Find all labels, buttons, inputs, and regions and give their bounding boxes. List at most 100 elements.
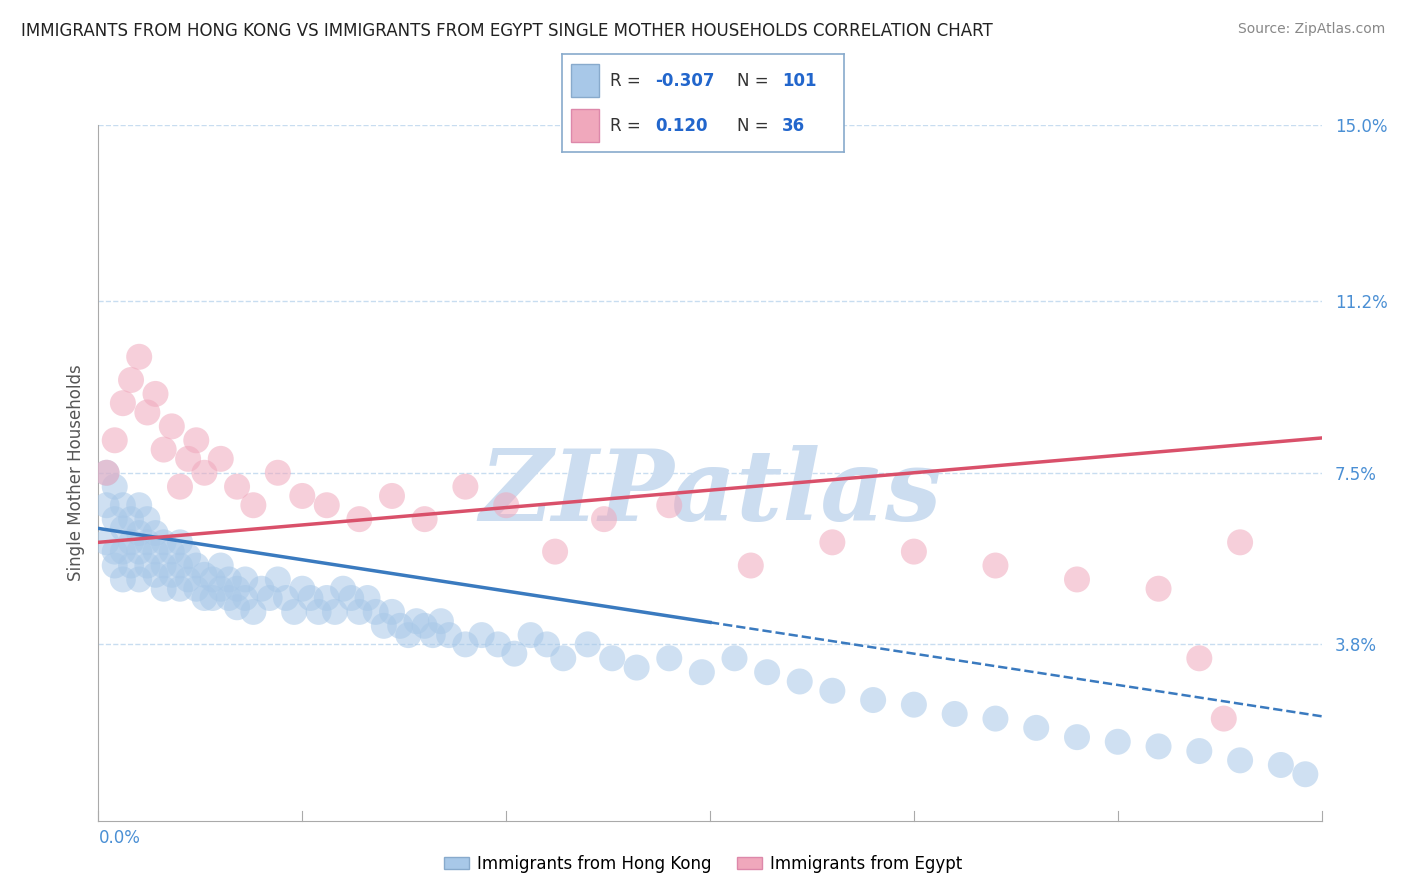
Point [740, 558, 762, 573]
Point [1107, 735, 1129, 749]
Point [789, 674, 811, 689]
Point [136, 512, 159, 526]
Text: 101: 101 [782, 71, 817, 89]
Point [104, 480, 127, 494]
Point [120, 373, 142, 387]
Point [1294, 767, 1316, 781]
Point [96, 466, 118, 480]
Point [405, 614, 427, 628]
Point [658, 498, 681, 512]
Point [723, 651, 745, 665]
Point [274, 591, 297, 605]
Point [430, 614, 453, 628]
Point [226, 480, 249, 494]
Point [169, 480, 191, 494]
Point [209, 451, 232, 466]
Point [544, 544, 567, 558]
Point [193, 466, 215, 480]
Text: R =: R = [610, 117, 647, 135]
Point [593, 512, 616, 526]
Y-axis label: Single Mother Households: Single Mother Households [66, 365, 84, 581]
Point [136, 558, 159, 573]
Point [600, 651, 623, 665]
Point [821, 683, 844, 698]
Bar [571, 64, 599, 96]
Point [1147, 739, 1170, 754]
Point [291, 582, 314, 596]
Point [209, 558, 232, 573]
Point [349, 512, 371, 526]
Point [413, 619, 436, 633]
Point [111, 498, 134, 512]
Point [145, 567, 167, 582]
Point [373, 619, 395, 633]
Point [340, 591, 363, 605]
Point [1212, 712, 1234, 726]
Text: N =: N = [737, 71, 773, 89]
Point [690, 665, 713, 680]
Point [111, 521, 134, 535]
Point [283, 605, 305, 619]
Point [160, 567, 183, 582]
Point [169, 582, 191, 596]
Point [96, 498, 118, 512]
Point [160, 419, 183, 434]
Point [903, 544, 925, 558]
Point [486, 637, 509, 651]
Point [128, 350, 150, 364]
Point [1229, 535, 1251, 549]
Point [233, 573, 256, 587]
Point [193, 591, 215, 605]
Point [145, 387, 167, 401]
Text: -0.307: -0.307 [655, 71, 714, 89]
Point [413, 512, 436, 526]
Point [1270, 758, 1292, 772]
Point [226, 600, 249, 615]
Point [186, 434, 208, 448]
Point [201, 573, 224, 587]
Point [193, 567, 215, 582]
Text: 36: 36 [782, 117, 804, 135]
Point [821, 535, 844, 549]
Point [1188, 744, 1211, 758]
Point [250, 582, 273, 596]
Point [111, 573, 134, 587]
Point [169, 558, 191, 573]
Point [381, 489, 404, 503]
Point [186, 582, 208, 596]
Point [145, 526, 167, 541]
Point [218, 591, 240, 605]
Point [201, 591, 224, 605]
Point [152, 442, 174, 457]
Point [471, 628, 494, 642]
Point [120, 535, 142, 549]
Point [1188, 651, 1211, 665]
Point [454, 637, 477, 651]
Text: Source: ZipAtlas.com: Source: ZipAtlas.com [1237, 22, 1385, 37]
Point [984, 712, 1007, 726]
Legend: Immigrants from Hong Kong, Immigrants from Egypt: Immigrants from Hong Kong, Immigrants fr… [437, 848, 969, 880]
Point [658, 651, 681, 665]
Point [1066, 730, 1088, 744]
Point [233, 591, 256, 605]
Point [111, 544, 134, 558]
Point [1147, 582, 1170, 596]
Point [226, 582, 249, 596]
Point [209, 582, 232, 596]
Point [396, 628, 419, 642]
Point [128, 544, 150, 558]
Point [177, 573, 200, 587]
Point [943, 706, 966, 721]
Point [519, 628, 541, 642]
Point [332, 582, 354, 596]
Point [111, 396, 134, 410]
Point [315, 498, 337, 512]
Point [136, 405, 159, 419]
Point [242, 605, 264, 619]
Point [128, 526, 150, 541]
Point [984, 558, 1007, 573]
Point [104, 544, 127, 558]
Point [96, 535, 118, 549]
Bar [571, 110, 599, 142]
Point [1066, 573, 1088, 587]
